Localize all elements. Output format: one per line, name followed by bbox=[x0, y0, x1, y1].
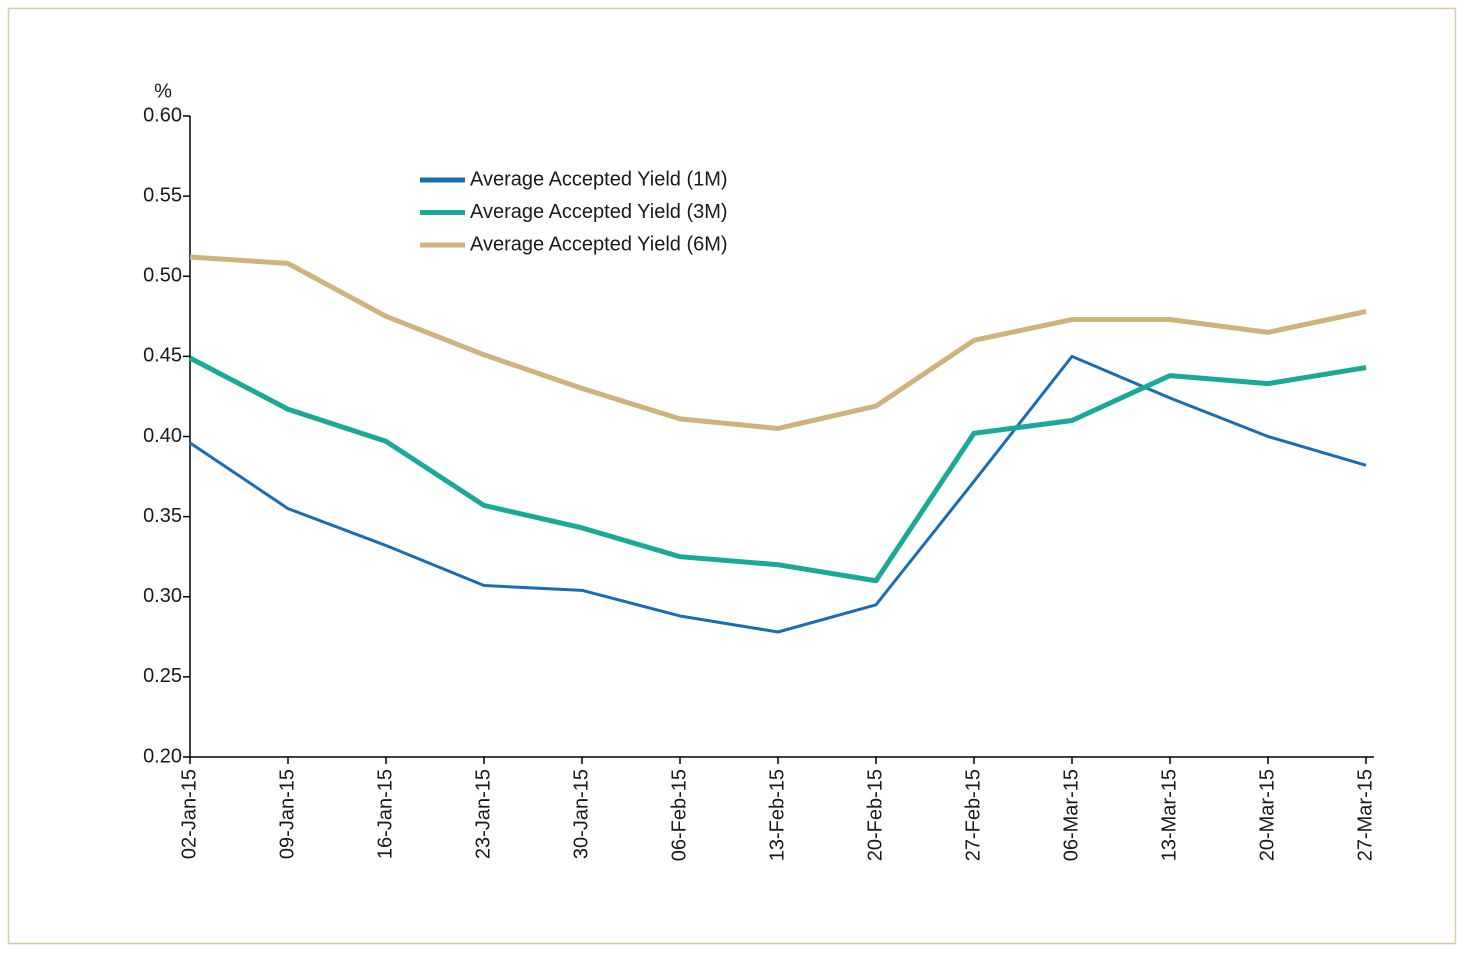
y-tick-label: 0.50 bbox=[143, 265, 182, 287]
x-tick-label: 09-Jan-15 bbox=[276, 769, 298, 859]
x-tick-label: 20-Mar-15 bbox=[1256, 769, 1278, 861]
x-tick-label: 23-Jan-15 bbox=[472, 769, 494, 859]
y-tick-label: 0.20 bbox=[143, 745, 182, 767]
series-line bbox=[189, 254, 1367, 431]
x-tick-label: 13-Mar-15 bbox=[1158, 769, 1180, 861]
x-tick-label: 06-Feb-15 bbox=[668, 769, 690, 861]
x-tick-label: 13-Feb-15 bbox=[766, 769, 788, 861]
y-tick-label: 0.55 bbox=[143, 184, 182, 206]
legend-label: Average Accepted Yield (3M) bbox=[470, 201, 728, 223]
x-tick-label: 30-Jan-15 bbox=[570, 769, 592, 859]
x-tick-label: 27-Mar-15 bbox=[1354, 769, 1376, 861]
series-line bbox=[189, 354, 1367, 634]
y-tick-label: 0.45 bbox=[143, 345, 182, 367]
x-tick-label: 20-Feb-15 bbox=[864, 769, 886, 861]
y-tick-label: 0.60 bbox=[143, 104, 182, 126]
frame bbox=[7, 7, 1457, 945]
legend-label: Average Accepted Yield (1M) bbox=[470, 168, 728, 190]
series-line bbox=[188, 355, 1367, 584]
x-tick-label: 27-Feb-15 bbox=[962, 769, 984, 861]
x-tick-label: 16-Jan-15 bbox=[374, 769, 396, 859]
y-axis-label: % bbox=[154, 80, 172, 102]
y-tick-label: 0.35 bbox=[143, 505, 182, 527]
x-tick-label: 02-Jan-15 bbox=[178, 769, 200, 859]
y-tick-label: 0.25 bbox=[143, 665, 182, 687]
y-tick-label: 0.30 bbox=[143, 585, 182, 607]
x-tick-label: 06-Mar-15 bbox=[1060, 769, 1082, 861]
y-tick-label: 0.40 bbox=[143, 425, 182, 447]
legend-label: Average Accepted Yield (6M) bbox=[470, 233, 728, 255]
